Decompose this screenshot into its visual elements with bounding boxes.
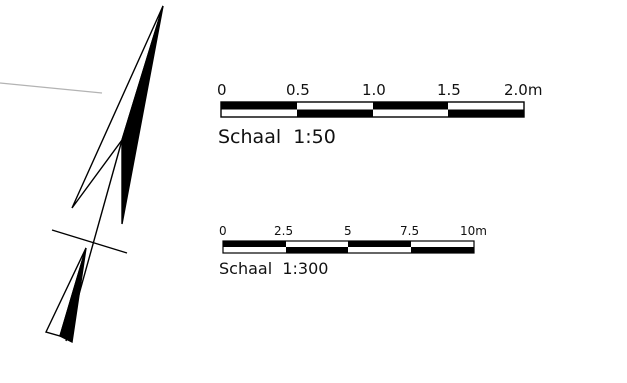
scale-1-50-segment bbox=[373, 102, 448, 110]
scale-bar-1-300: 0 2.5 5 7.5 10m Schaal 1:300 bbox=[219, 224, 487, 278]
scale-1-50-tick-0: 0 bbox=[217, 81, 227, 99]
north-arrow bbox=[45, 5, 164, 344]
scale-1-50-tick-2: 1.0 bbox=[362, 81, 386, 99]
scale-1-300-tick-3: 7.5 bbox=[400, 224, 419, 238]
north-arrow-upper-white-half bbox=[71, 5, 164, 209]
scale-1-300-tick-2: 5 bbox=[344, 224, 352, 238]
scale-1-300-segment bbox=[223, 241, 286, 247]
scale-1-50-segment bbox=[448, 109, 524, 117]
scale-1-50-tick-4: 2.0m bbox=[504, 81, 542, 99]
north-arrow-crossbar bbox=[51, 229, 128, 254]
scale-1-300-segment bbox=[411, 247, 474, 253]
scale-1-50-segment bbox=[221, 102, 297, 110]
grey-reference-line bbox=[0, 82, 103, 94]
scale-1-50-tick-3: 1.5 bbox=[437, 81, 461, 99]
scale-1-50-tick-1: 0.5 bbox=[286, 81, 310, 99]
scale-1-300-segment bbox=[348, 241, 411, 247]
scale-1-300-segment bbox=[286, 247, 348, 253]
scale-1-50-segment bbox=[297, 109, 373, 117]
north-arrow-upper-black-half bbox=[121, 5, 164, 225]
scale-1-300-tick-0: 0 bbox=[219, 224, 227, 238]
scale-1-300-tick-4: 10m bbox=[460, 224, 487, 238]
scale-1-300-tick-1: 2.5 bbox=[274, 224, 293, 238]
scale-1-50-caption: Schaal 1:50 bbox=[218, 126, 336, 148]
north-arrow-tail-black-half bbox=[59, 247, 87, 344]
scale-1-300-caption: Schaal 1:300 bbox=[219, 259, 328, 278]
scale-bar-1-50: 0 0.5 1.0 1.5 2.0m Schaal 1:50 bbox=[217, 81, 542, 148]
